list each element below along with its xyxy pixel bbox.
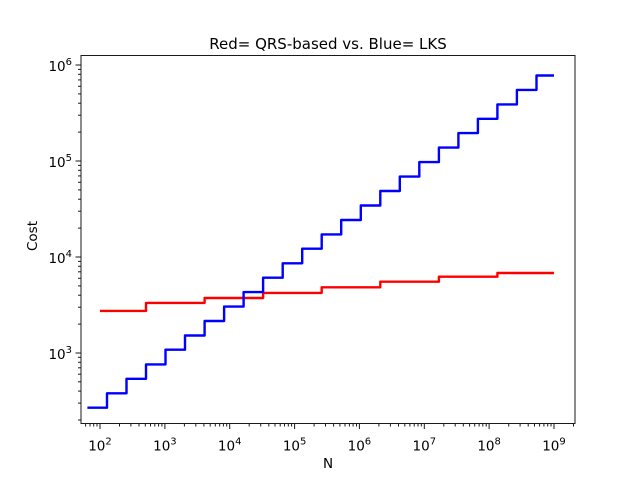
x-tick-label: 107 [413, 437, 437, 455]
x-tick-label: 104 [218, 437, 242, 455]
y-tick-label: 105 [48, 153, 72, 171]
series-line-lks [87, 74, 554, 409]
y-tick-label: 106 [48, 57, 72, 75]
x-tick-label: 105 [283, 437, 307, 455]
x-tick-label: 106 [348, 437, 372, 455]
y-tick-label: 104 [48, 249, 72, 267]
x-tick-label: 108 [477, 437, 501, 455]
y-tick-label: 103 [48, 345, 72, 363]
y-axis-label: Cost [25, 220, 41, 251]
x-tick-label: 102 [88, 437, 112, 455]
x-axis-label: N [322, 456, 334, 472]
x-tick-label: 103 [153, 437, 177, 455]
plot-frame [80, 55, 576, 424]
chart-title: Red= QRS-based vs. Blue= LKS [209, 35, 447, 53]
x-tick-label: 109 [542, 437, 566, 455]
series-line-qrs-based [100, 271, 554, 313]
